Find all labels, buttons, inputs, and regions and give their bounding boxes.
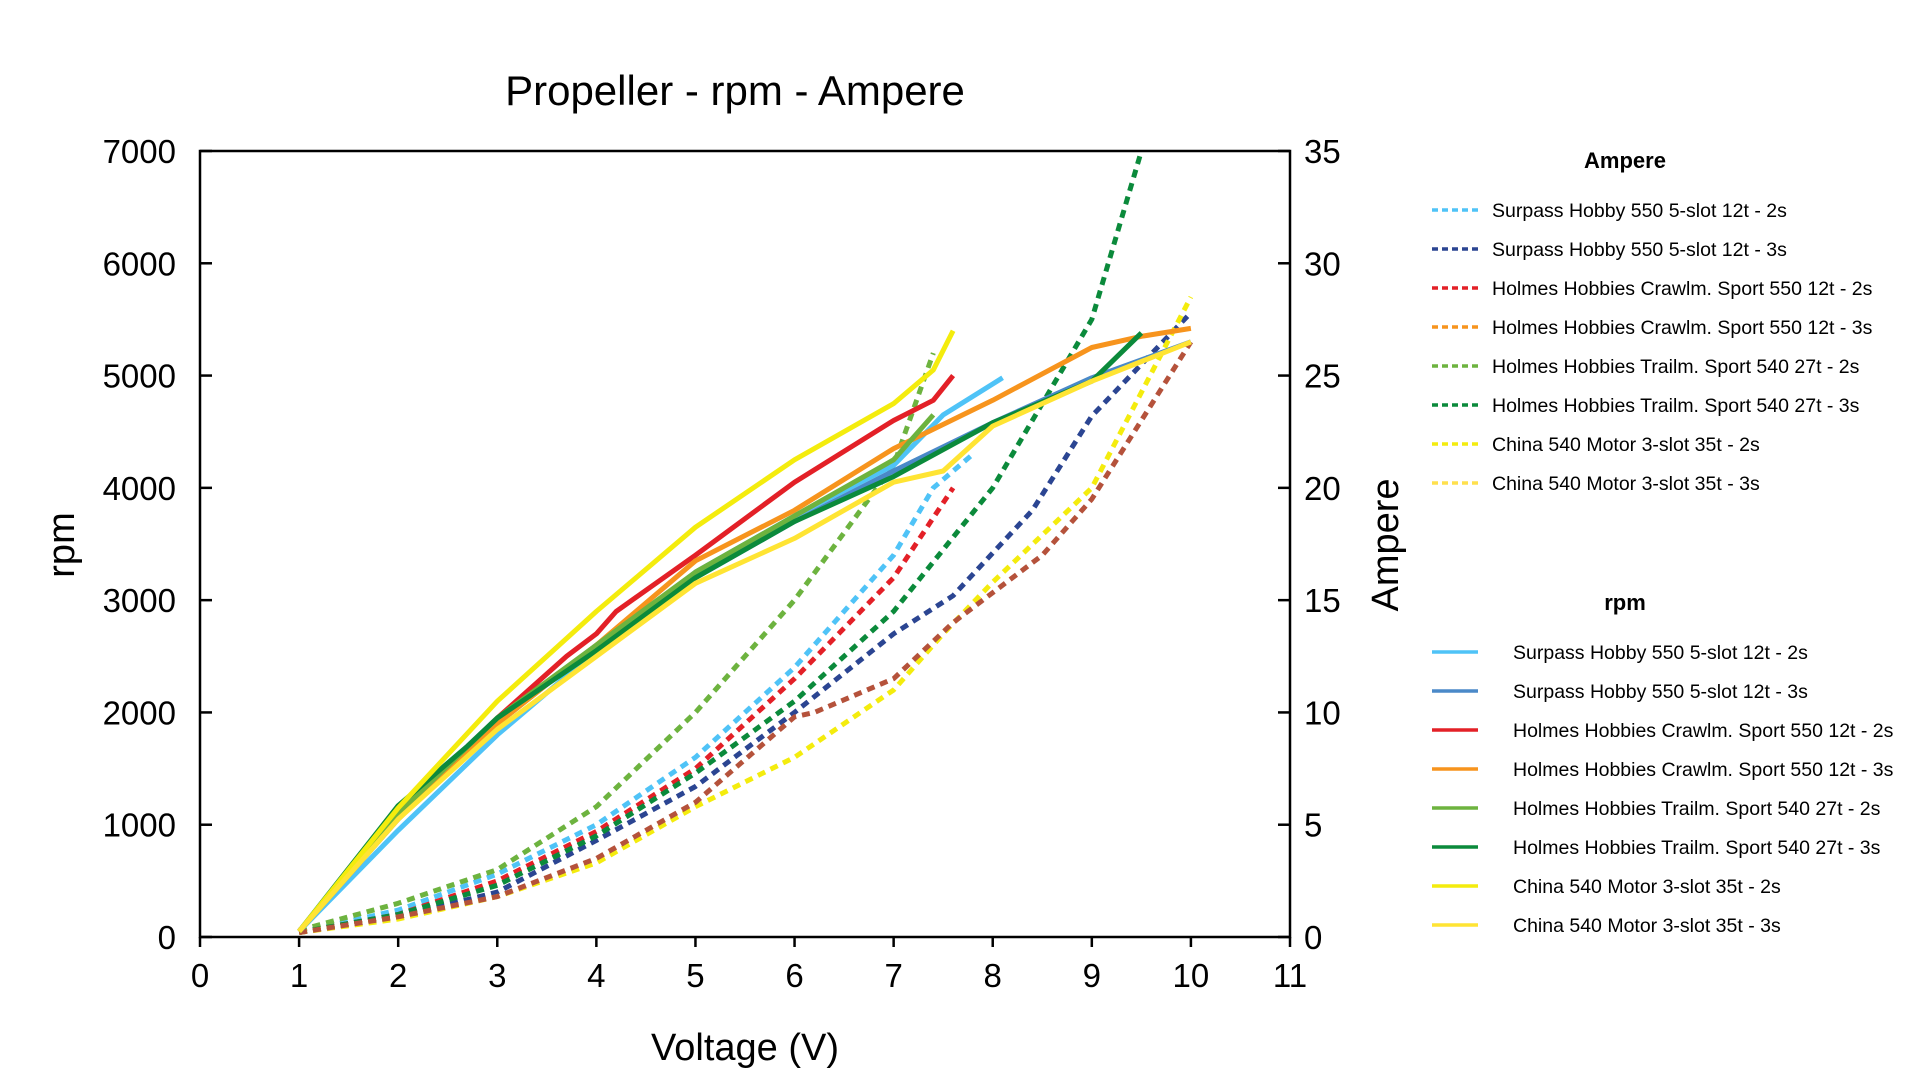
x-tick-label: 3: [488, 957, 506, 994]
legend-label: Holmes Hobbies Trailm. Sport 540 27t - 3…: [1492, 395, 1860, 417]
ampere-line-holmes-hobbies-trailm-sport-540-27t-2s: [298, 352, 936, 933]
x-tick-label: 1: [290, 957, 308, 994]
legend: Ampere Surpass Hobby 550 5-slot 12t - 2s S…: [1432, 148, 1894, 937]
legend-label: China 540 Motor 3-slot 35t - 3s: [1513, 915, 1781, 937]
legend-label: Surpass Hobby 550 5-slot 12t - 3s: [1492, 239, 1787, 261]
x-tick-label: 10: [1173, 957, 1210, 994]
x-tick-label: 9: [1083, 957, 1101, 994]
legend-label: China 540 Motor 3-slot 35t - 2s: [1513, 876, 1781, 898]
chart-title: Propeller - rpm - Ampere: [505, 67, 965, 114]
x-tick-label: 4: [587, 957, 605, 994]
x-tick-label: 11: [1273, 957, 1307, 994]
y-tick-label: 6000: [103, 245, 176, 282]
legend-label: Holmes Hobbies Trailm. Sport 540 27t - 2…: [1513, 798, 1881, 820]
legend-label: Holmes Hobbies Trailm. Sport 540 27t - 2…: [1492, 356, 1860, 378]
rpm-line-china-540-motor-3-slot-35t-2s: [297, 329, 956, 933]
y-axis-title: rpm: [41, 512, 83, 577]
ampere-line-surpass-hobby-550-5-slot-12t-3s: [298, 310, 1193, 935]
ampere-line-surpass-hobby-550-5-slot-12t-2s: [298, 452, 975, 935]
x-tick-label: 5: [686, 957, 704, 994]
rpm-line-surpass-hobby-550-5-slot-12t-3s: [297, 339, 1192, 934]
y-tick-label: 5000: [103, 358, 176, 395]
legend-label: Surpass Hobby 550 5-slot 12t - 3s: [1513, 681, 1808, 703]
y-tick-label: 4000: [103, 470, 176, 507]
y2-tick-label: 0: [1304, 919, 1322, 956]
legend-label: China 540 Motor 3-slot 35t - 3s: [1492, 473, 1760, 495]
x-tick-label: 6: [785, 957, 803, 994]
x-axis-title: Voltage (V): [651, 1027, 839, 1069]
legend-heading-ampere: Ampere: [1584, 148, 1666, 173]
y2-axis-title: Ampere: [1365, 478, 1407, 611]
rpm-line-holmes-hobbies-crawlm-sport-550-12t-3s: [297, 325, 1192, 934]
y-tick-label: 0: [158, 919, 176, 956]
legend-label: Holmes Hobbies Trailm. Sport 540 27t - 3…: [1513, 837, 1881, 859]
legend-label: Holmes Hobbies Crawlm. Sport 550 12t - 2…: [1513, 720, 1894, 742]
y2-tick-label: 20: [1304, 470, 1341, 507]
rpm-line-surpass-hobby-550-5-slot-12t-2s: [297, 375, 1004, 934]
y-tick-label: 1000: [103, 807, 176, 844]
legend-label: Surpass Hobby 550 5-slot 12t - 2s: [1513, 642, 1808, 664]
y2-tick-label: 5: [1304, 807, 1322, 844]
y-tick-label: 2000: [103, 694, 176, 731]
rpm-line-holmes-hobbies-trailm-sport-540-27t-3s: [297, 331, 1144, 933]
x-tick-label: 7: [884, 957, 902, 994]
ampere-line-china-540-motor-3-slot-35t-2s: [298, 295, 1194, 935]
legend-heading-rpm: rpm: [1604, 590, 1646, 615]
plot-frame: [198, 149, 1292, 939]
legend-label: China 540 Motor 3-slot 35t - 2s: [1492, 434, 1760, 456]
ampere-line-holmes-hobbies-trailm-sport-540-27t-3s: [298, 150, 1144, 935]
legend-label: Holmes Hobbies Crawlm. Sport 550 12t - 2…: [1492, 278, 1873, 300]
y2-tick-label: 35: [1304, 133, 1341, 170]
series-layer: [297, 150, 1194, 935]
rpm-line-holmes-hobbies-trailm-sport-540-27t-2s: [297, 413, 936, 934]
x-tick-label: 8: [984, 957, 1002, 994]
y-tick-label: 3000: [103, 582, 176, 619]
ampere-line-holmes-hobbies-crawlm-sport-550-12t-2s: [298, 486, 956, 935]
x-tick-label: 2: [389, 957, 407, 994]
ampere-line-unlabeled: [298, 340, 1194, 935]
y2-tick-label: 10: [1304, 694, 1341, 731]
legend-label: Holmes Hobbies Crawlm. Sport 550 12t - 3…: [1513, 759, 1894, 781]
y-tick-label: 7000: [103, 133, 176, 170]
legend-label: Surpass Hobby 550 5-slot 12t - 2s: [1492, 200, 1787, 222]
y2-tick-label: 25: [1304, 358, 1341, 395]
y2-tick-label: 30: [1304, 245, 1341, 282]
legend-label: Holmes Hobbies Crawlm. Sport 550 12t - 3…: [1492, 317, 1873, 339]
y2-tick-label: 15: [1304, 582, 1341, 619]
ticks-layer: 0 1 2 3 4 5 6 7 8 9 10 1101000200030004000500060007…: [103, 133, 1341, 994]
x-tick-label: 0: [191, 957, 209, 994]
rpm-line-china-540-motor-3-slot-35t-3s: [297, 339, 1192, 934]
